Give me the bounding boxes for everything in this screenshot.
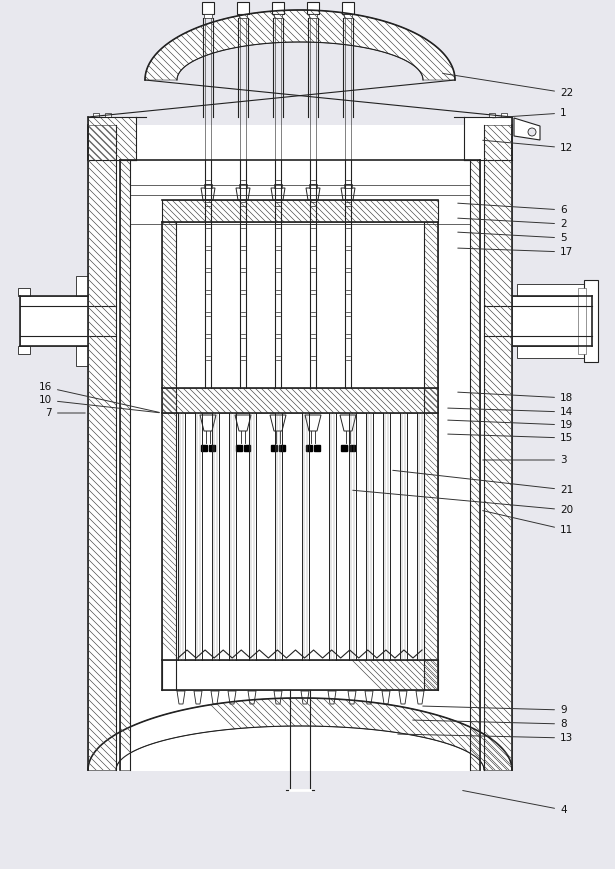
Polygon shape — [348, 691, 356, 704]
Polygon shape — [305, 415, 321, 431]
Polygon shape — [512, 296, 592, 346]
Bar — [342, 2, 354, 14]
Text: 4: 4 — [462, 791, 566, 815]
Polygon shape — [120, 160, 130, 770]
Bar — [309, 184, 317, 188]
Polygon shape — [248, 691, 256, 704]
Polygon shape — [365, 691, 373, 704]
Polygon shape — [76, 346, 93, 366]
Polygon shape — [116, 726, 484, 770]
Text: 14: 14 — [448, 407, 573, 417]
Bar — [204, 184, 212, 188]
Bar — [105, 113, 111, 117]
Text: 19: 19 — [448, 420, 573, 430]
Polygon shape — [162, 200, 438, 222]
Bar — [344, 14, 352, 18]
Polygon shape — [578, 288, 586, 354]
Polygon shape — [88, 125, 116, 770]
Polygon shape — [341, 188, 355, 200]
Text: 11: 11 — [483, 511, 573, 535]
Polygon shape — [399, 691, 407, 704]
Bar — [309, 14, 317, 18]
Polygon shape — [211, 691, 219, 704]
Text: 3: 3 — [483, 455, 566, 465]
Text: 16: 16 — [39, 382, 159, 413]
Bar — [239, 14, 247, 18]
Text: 22: 22 — [443, 74, 573, 98]
Bar — [202, 2, 214, 14]
Polygon shape — [162, 660, 438, 690]
Polygon shape — [177, 691, 185, 704]
Polygon shape — [76, 276, 93, 296]
Bar — [517, 346, 592, 358]
Text: 7: 7 — [46, 408, 85, 418]
Polygon shape — [88, 698, 512, 770]
Polygon shape — [162, 222, 176, 690]
Polygon shape — [274, 691, 282, 704]
Polygon shape — [514, 118, 540, 140]
Polygon shape — [88, 117, 136, 160]
Bar — [116, 125, 484, 770]
Text: 12: 12 — [483, 140, 573, 153]
Bar — [489, 113, 495, 117]
Text: 8: 8 — [413, 719, 566, 729]
Polygon shape — [464, 117, 512, 160]
Bar — [274, 184, 282, 188]
Bar — [239, 184, 247, 188]
Polygon shape — [340, 415, 356, 431]
Circle shape — [528, 128, 536, 136]
Bar — [274, 14, 282, 18]
Polygon shape — [162, 388, 438, 413]
Polygon shape — [20, 296, 88, 346]
Text: 1: 1 — [493, 108, 566, 118]
Polygon shape — [271, 188, 285, 200]
Polygon shape — [306, 188, 320, 200]
Text: 21: 21 — [393, 470, 573, 495]
Polygon shape — [270, 415, 286, 431]
Bar — [517, 284, 592, 296]
Polygon shape — [228, 691, 236, 704]
Text: 15: 15 — [448, 433, 573, 443]
Bar — [307, 2, 319, 14]
Bar — [584, 280, 598, 362]
Text: 2: 2 — [458, 218, 566, 229]
Text: 17: 17 — [458, 247, 573, 257]
Bar — [237, 2, 249, 14]
Text: 5: 5 — [458, 232, 566, 243]
Text: 10: 10 — [39, 395, 159, 413]
Polygon shape — [301, 691, 309, 704]
Polygon shape — [18, 288, 30, 296]
Polygon shape — [236, 188, 250, 200]
Text: 18: 18 — [458, 392, 573, 403]
Polygon shape — [470, 160, 480, 770]
Text: 20: 20 — [353, 490, 573, 515]
Polygon shape — [484, 125, 512, 770]
Polygon shape — [18, 346, 30, 354]
Polygon shape — [416, 691, 424, 704]
Text: 13: 13 — [398, 733, 573, 743]
Polygon shape — [200, 415, 216, 431]
Polygon shape — [235, 415, 251, 431]
Bar — [501, 113, 507, 117]
Polygon shape — [201, 188, 215, 200]
Bar — [93, 113, 99, 117]
Bar — [344, 184, 352, 188]
Bar — [204, 14, 212, 18]
Text: 6: 6 — [458, 203, 566, 215]
Polygon shape — [194, 691, 202, 704]
Polygon shape — [328, 691, 336, 704]
Polygon shape — [145, 10, 455, 80]
Polygon shape — [424, 222, 438, 690]
Polygon shape — [382, 691, 390, 704]
Text: 9: 9 — [423, 705, 566, 715]
Bar — [272, 2, 284, 14]
